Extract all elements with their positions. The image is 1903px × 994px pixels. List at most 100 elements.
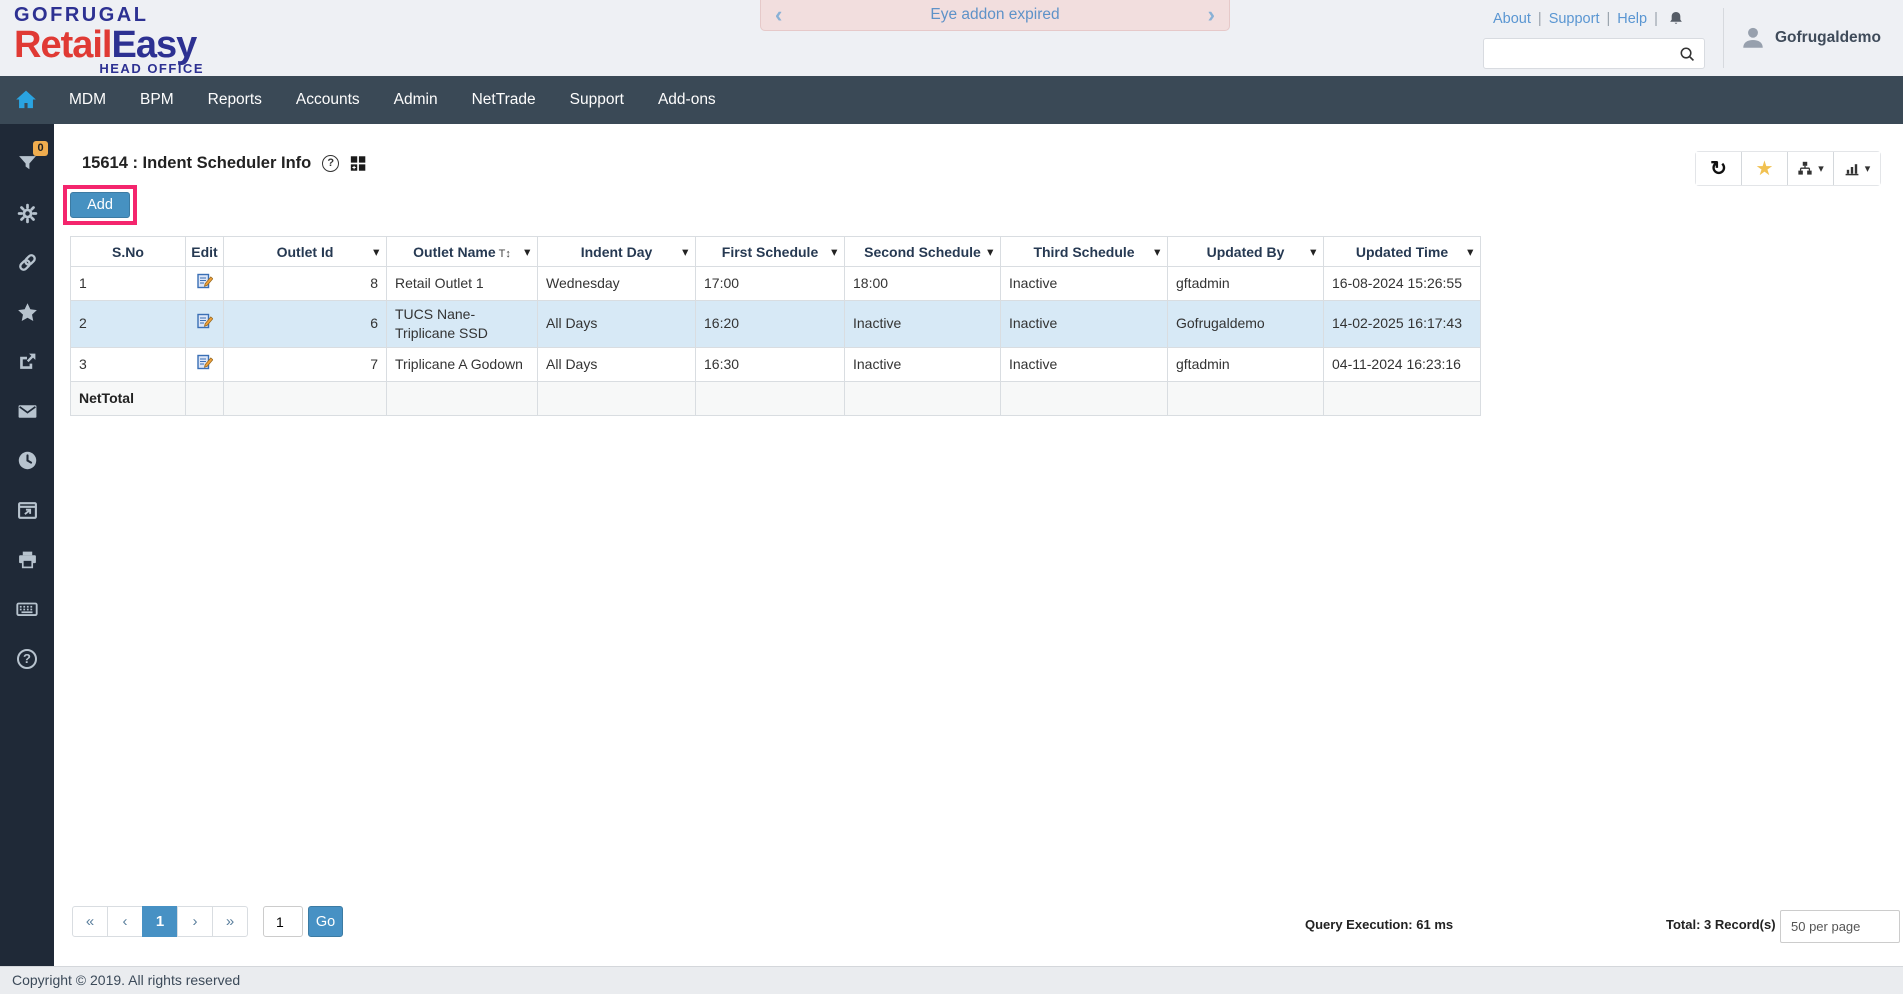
caret-down-icon[interactable]: ▾ — [524, 246, 530, 258]
col-header-outlet-name[interactable]: Outlet Name T↕ ▾ — [386, 236, 538, 267]
query-execution-status: Query Execution: 61 ms — [1305, 917, 1454, 932]
col-header-first-schedule[interactable]: First Schedule ▾ — [695, 236, 845, 267]
nav-item-reports[interactable]: Reports — [207, 91, 262, 108]
cell-outlet-name: Retail Outlet 1 — [386, 266, 538, 301]
pager-first-button[interactable]: « — [72, 906, 108, 937]
col-header-second-schedule[interactable]: Second Schedule ▾ — [844, 236, 1001, 267]
favorite-button[interactable]: ★ — [1742, 152, 1788, 185]
cell-updated-time: 14-02-2025 16:17:43 — [1323, 300, 1481, 348]
window-restore-icon[interactable] — [0, 486, 54, 536]
per-page-select[interactable]: 50 per page — [1780, 910, 1900, 943]
pager-page-1-button[interactable]: 1 — [142, 906, 178, 937]
caret-down-icon[interactable]: ▾ — [1310, 246, 1316, 258]
go-button[interactable]: Go — [308, 906, 343, 937]
col-header-sno[interactable]: S.No — [70, 236, 186, 267]
user-menu[interactable]: Gofrugaldemo — [1740, 0, 1881, 76]
cell-second-schedule: Inactive — [844, 300, 1001, 348]
help-circle-icon[interactable]: ? — [0, 634, 54, 684]
caret-down-icon[interactable]: ▾ — [1154, 246, 1160, 258]
scheduler-table: S.No Edit Outlet Id ▾ Outlet Name T↕ ▾ Inde… — [70, 236, 1481, 416]
cell-updated-time: 04-11-2024 16:23:16 — [1323, 346, 1481, 382]
cell-indent-day: All Days — [537, 346, 696, 382]
caret-down-icon[interactable]: ▾ — [682, 246, 688, 258]
nav-item-admin[interactable]: Admin — [393, 91, 438, 108]
total-records: Total: 3 Record(s) — [1666, 917, 1776, 932]
add-button[interactable]: Add — [70, 192, 130, 218]
refresh-button[interactable]: ↻ — [1696, 152, 1742, 185]
table-header-row: S.No Edit Outlet Id ▾ Outlet Name T↕ ▾ Inde… — [70, 236, 1481, 267]
edit-icon[interactable] — [185, 346, 224, 382]
pager-last-button[interactable]: » — [212, 906, 248, 937]
link-icon[interactable] — [0, 238, 54, 288]
goto-page-input[interactable] — [263, 906, 303, 937]
cell-first-schedule: 16:30 — [695, 346, 845, 382]
col-header-edit[interactable]: Edit — [185, 236, 224, 267]
col-header-indent-day[interactable]: Indent Day ▾ — [537, 236, 696, 267]
col-header-updated-time[interactable]: Updated Time ▾ — [1323, 236, 1481, 267]
main-content: 15614 : Indent Scheduler Info ? ↻ ★ ▾ ▾ … — [54, 124, 1903, 966]
nav-item-nettrade[interactable]: NetTrade — [471, 91, 536, 108]
net-total-row: NetTotal — [70, 380, 1481, 416]
search-icon[interactable] — [1679, 46, 1696, 63]
support-link[interactable]: Support — [1548, 11, 1600, 27]
net-total-label: NetTotal — [70, 380, 186, 416]
page-help-icon[interactable]: ? — [322, 155, 340, 172]
chart-view-button[interactable]: ▾ — [1834, 152, 1880, 185]
nav-item-accounts[interactable]: Accounts — [295, 91, 360, 108]
copyright-text: Copyright © 2019. All rights reserved — [12, 972, 241, 988]
table-row-selected[interactable]: 2 6 TUCS Nane- Triplicane SSD All Days 1… — [70, 300, 1481, 348]
cell-outlet-id: 7 — [223, 346, 387, 382]
banner-next-icon[interactable]: › — [1207, 2, 1215, 27]
banner-message: Eye addon expired — [930, 6, 1060, 23]
cell-third-schedule: Inactive — [1000, 266, 1168, 301]
shortcut-grid-icon[interactable] — [350, 155, 367, 172]
cell-third-schedule: Inactive — [1000, 346, 1168, 382]
edit-icon[interactable] — [185, 300, 224, 348]
caret-down-icon[interactable]: ▾ — [987, 246, 993, 258]
home-icon[interactable] — [0, 76, 52, 124]
clock-icon[interactable] — [0, 436, 54, 486]
cell-first-schedule: 17:00 — [695, 266, 845, 301]
grid-toolbar: ↻ ★ ▾ ▾ — [1695, 151, 1881, 186]
hierarchy-view-button[interactable]: ▾ — [1788, 152, 1834, 185]
chevron-down-icon: ▾ — [1818, 163, 1824, 175]
help-link[interactable]: Help — [1617, 11, 1648, 27]
page-title-row: 15614 : Indent Scheduler Info ? — [82, 154, 367, 173]
about-link[interactable]: About — [1493, 11, 1531, 27]
filter-icon[interactable]: 0 — [0, 139, 54, 189]
table-row[interactable]: 3 7 Triplicane A Godown All Days 16:30 I… — [70, 346, 1481, 382]
share-icon[interactable] — [0, 337, 54, 387]
caret-down-icon[interactable]: ▾ — [831, 246, 837, 258]
nav-item-bpm[interactable]: BPM — [140, 91, 174, 108]
edit-icon[interactable] — [185, 266, 224, 301]
col-header-outlet-id[interactable]: Outlet Id ▾ — [223, 236, 387, 267]
banner-prev-icon[interactable]: ‹ — [775, 2, 783, 27]
bell-icon[interactable] — [1667, 10, 1685, 28]
pager-next-button[interactable]: › — [177, 906, 213, 937]
pager-prev-button[interactable]: ‹ — [107, 906, 143, 937]
table-row[interactable]: 1 8 Retail Outlet 1 Wednesday 17:00 18:0… — [70, 266, 1481, 301]
printer-icon[interactable] — [0, 535, 54, 585]
chevron-down-icon: ▾ — [1864, 163, 1871, 175]
footer: Copyright © 2019. All rights reserved — [0, 966, 1903, 994]
top-header: GOFRUGAL RetailEasy HEAD OFFICE ‹ Eye ad… — [0, 0, 1903, 76]
col-header-third-schedule[interactable]: Third Schedule ▾ — [1000, 236, 1168, 267]
mail-icon[interactable] — [0, 387, 54, 437]
keyboard-icon[interactable] — [0, 585, 54, 635]
caret-down-icon[interactable]: ▾ — [373, 246, 379, 258]
nav-item-mdm[interactable]: MDM — [69, 91, 107, 108]
cell-outlet-id: 6 — [223, 300, 387, 348]
search-input[interactable] — [1492, 39, 1672, 68]
cell-sno: 1 — [70, 266, 186, 301]
caret-down-icon[interactable]: ▾ — [1467, 246, 1473, 258]
nav-item-addons[interactable]: Add-ons — [657, 91, 716, 108]
star-icon[interactable] — [0, 288, 54, 338]
refresh-icon: ↻ — [1710, 157, 1727, 180]
logo-subtitle: HEAD OFFICE — [99, 61, 204, 76]
notification-banner: ‹ Eye addon expired › — [760, 0, 1230, 31]
cell-outlet-name: TUCS Nane- Triplicane SSD — [386, 300, 538, 348]
nav-item-support[interactable]: Support — [569, 91, 624, 108]
user-avatar-icon — [1740, 25, 1766, 51]
col-header-updated-by[interactable]: Updated By ▾ — [1167, 236, 1324, 267]
gear-icon[interactable] — [0, 189, 54, 239]
